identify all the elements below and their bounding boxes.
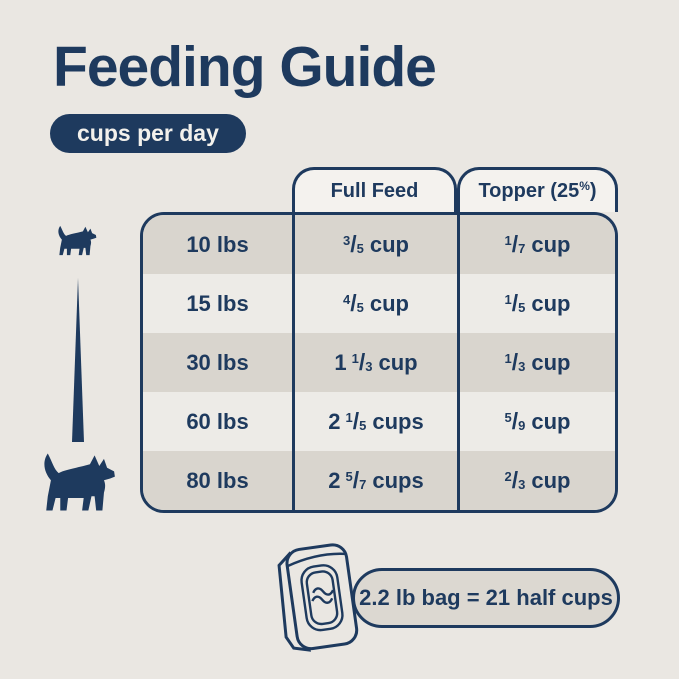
cups-per-day-label: cups per day [77, 120, 219, 146]
topper-cell: 2/3 cup [457, 451, 615, 510]
weight-cell: 60 lbs [143, 392, 292, 451]
bag-note-pill: 2.2 lb bag = 21 half cups [352, 568, 620, 628]
feeding-table: 10 lbs 3/5 cup 1/7 cup 15 lbs 4/5 cup 1/5 cu… [140, 212, 618, 513]
bag-note-text: 2.2 lb bag = 21 half cups [359, 585, 613, 610]
header-tab-full-feed: Full Feed [292, 167, 457, 212]
page-title: Feeding Guide [53, 35, 437, 99]
full-feed-cell: 4/5 cup [292, 274, 457, 333]
large-dog-icon [44, 453, 115, 511]
topper-cell: 5/9 cup [457, 392, 615, 451]
weight-cell: 15 lbs [143, 274, 292, 333]
topper-header-label: Topper (25%) [478, 179, 597, 202]
topper-cell: 1/5 cup [457, 274, 615, 333]
full-feed-cell: 2 5/7 cups [292, 451, 457, 510]
growth-triangle-icon [72, 278, 84, 442]
topper-cell: 1/3 cup [457, 333, 615, 392]
weight-cell: 10 lbs [143, 215, 292, 274]
weight-cell: 30 lbs [143, 333, 292, 392]
topper-cell: 1/7 cup [457, 215, 615, 274]
small-dog-icon [58, 225, 97, 256]
weight-cell: 80 lbs [143, 451, 292, 510]
full-feed-header-label: Full Feed [330, 179, 419, 202]
full-feed-cell: 2 1/5 cups [292, 392, 457, 451]
dog-food-bag-icon [277, 543, 359, 652]
cups-per-day-badge: cups per day [50, 114, 246, 153]
full-feed-cell: 1 1/3 cup [292, 333, 457, 392]
header-tab-topper: Topper (25%) [457, 167, 618, 212]
full-feed-cell: 3/5 cup [292, 215, 457, 274]
